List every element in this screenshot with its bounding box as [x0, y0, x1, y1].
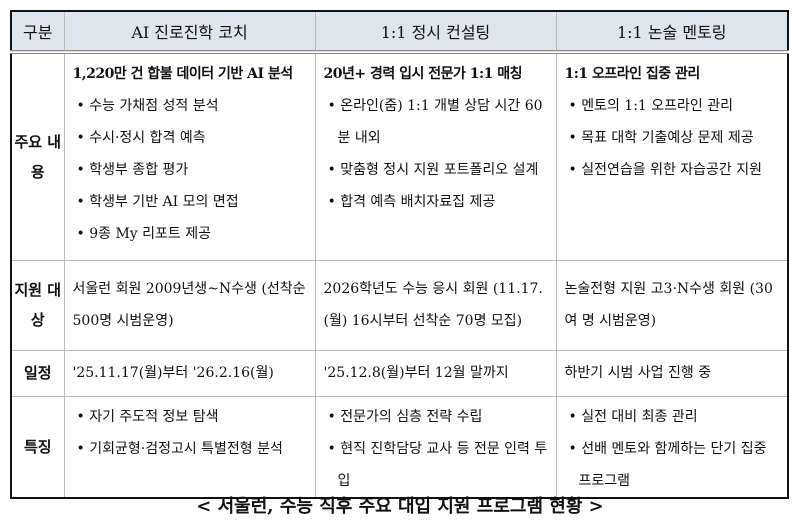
cell-title: 20년+ 경력 입시 전문가 1:1 매칭 [323, 66, 523, 82]
bullet-item: 온라인(줌) 1:1 개별 상담 시간 60분 내외 [324, 90, 548, 154]
row-label: 주요 내용 [10, 51, 65, 261]
table-cell: 20년+ 경력 입시 전문가 1:1 매칭 온라인(줌) 1:1 개별 상담 시… [314, 51, 557, 261]
header-ai-coach: AI 진로진학 코치 [63, 10, 316, 54]
table-cell: 전문가의 심층 전략 수립 현직 진학담당 교사 등 전문 인력 투입 [314, 395, 557, 498]
program-table: 구분 AI 진로진학 코치 1:1 정시 컨설팅 1:1 논술 멘토링 주요 내… [10, 10, 789, 499]
table-cell: 실전 대비 최종 관리 선배 멘토와 함께하는 단기 집중 프로그램 [555, 395, 789, 498]
header-row: 구분 AI 진로진학 코치 1:1 정시 컨설팅 1:1 논술 멘토링 [10, 10, 789, 54]
bullet-item: 수시·정시 합격 예측 [73, 122, 307, 154]
bullet-item: 합격 예측 배치자료집 제공 [324, 186, 548, 218]
table-cell: 1,220만 건 합불 데이터 기반 AI 분석 수능 가채점 성적 분석 수시… [63, 51, 316, 261]
bullet-item: 맞춤형 정시 지원 포트폴리오 설계 [324, 154, 548, 186]
bullet-item: 수능 가채점 성적 분석 [73, 90, 307, 122]
table-row-main-content: 주요 내용 1,220만 건 합불 데이터 기반 AI 분석 수능 가채점 성적… [10, 51, 789, 261]
bullet-item: 멘토의 1:1 오프라인 관리 [565, 90, 780, 122]
bullet-item: 실전연습을 위한 자습공간 지원 [565, 154, 780, 186]
header-mentoring: 1:1 논술 멘토링 [555, 10, 789, 54]
table-cell: 자기 주도적 정보 탐색 기회균형·검정고시 특별전형 분석 [63, 395, 316, 498]
bullet-item: 목표 대학 기출예상 문제 제공 [565, 122, 780, 154]
table-cell: 논술전형 지원 고3·N수생 회원 (30여 명 시범운영) [555, 259, 789, 351]
table-cell: 1:1 오프라인 집중 관리 멘토의 1:1 오프라인 관리 목표 대학 기출예… [555, 51, 789, 261]
bullet-item: 기회균형·검정고시 특별전형 분석 [73, 433, 307, 465]
bullet-item: 학생부 종합 평가 [73, 154, 307, 186]
bullet-item: 전문가의 심층 전략 수립 [324, 401, 548, 433]
bullet-item: 9종 My 리포트 제공 [73, 218, 307, 250]
table-cell: 서울런 회원 2009년생~N수생 (선착순 500명 시범운영) [63, 259, 316, 351]
table-row-features: 특징 자기 주도적 정보 탐색 기회균형·검정고시 특별전형 분석 전문가의 심… [10, 395, 789, 498]
table-cell: '25.12.8(월)부터 12월 말까지 [314, 349, 557, 397]
bullet-item: 현직 진학담당 교사 등 전문 인력 투입 [324, 433, 548, 497]
bullet-item: 실전 대비 최종 관리 [565, 401, 780, 433]
table-cell: 하반기 시범 사업 진행 중 [555, 349, 789, 397]
header-category: 구분 [10, 10, 65, 54]
row-label: 지원 대상 [10, 259, 65, 351]
table-row-eligibility: 지원 대상 서울런 회원 2009년생~N수생 (선착순 500명 시범운영) … [10, 259, 789, 351]
row-label: 일정 [10, 349, 65, 397]
table-caption: < 서울런, 수능 직후 주요 대입 지원 프로그램 현황 > [196, 496, 604, 517]
cell-title: 1:1 오프라인 집중 관리 [564, 66, 701, 82]
cell-title: 1,220만 건 합불 데이터 기반 AI 분석 [72, 66, 294, 82]
table-cell: '25.11.17(월)부터 '26.2.16(월) [63, 349, 316, 397]
bullet-item: 선배 멘토와 함께하는 단기 집중 프로그램 [565, 433, 780, 497]
row-label: 특징 [10, 395, 65, 498]
bullet-item: 학생부 기반 AI 모의 면접 [73, 186, 307, 218]
header-consulting: 1:1 정시 컨설팅 [314, 10, 557, 54]
table-cell: 2026학년도 수능 응시 회원 (11.17.(월) 16시부터 선착순 70… [314, 259, 557, 351]
bullet-item: 자기 주도적 정보 탐색 [73, 401, 307, 433]
table-row-schedule: 일정 '25.11.17(월)부터 '26.2.16(월) '25.12.8(월… [10, 349, 789, 397]
